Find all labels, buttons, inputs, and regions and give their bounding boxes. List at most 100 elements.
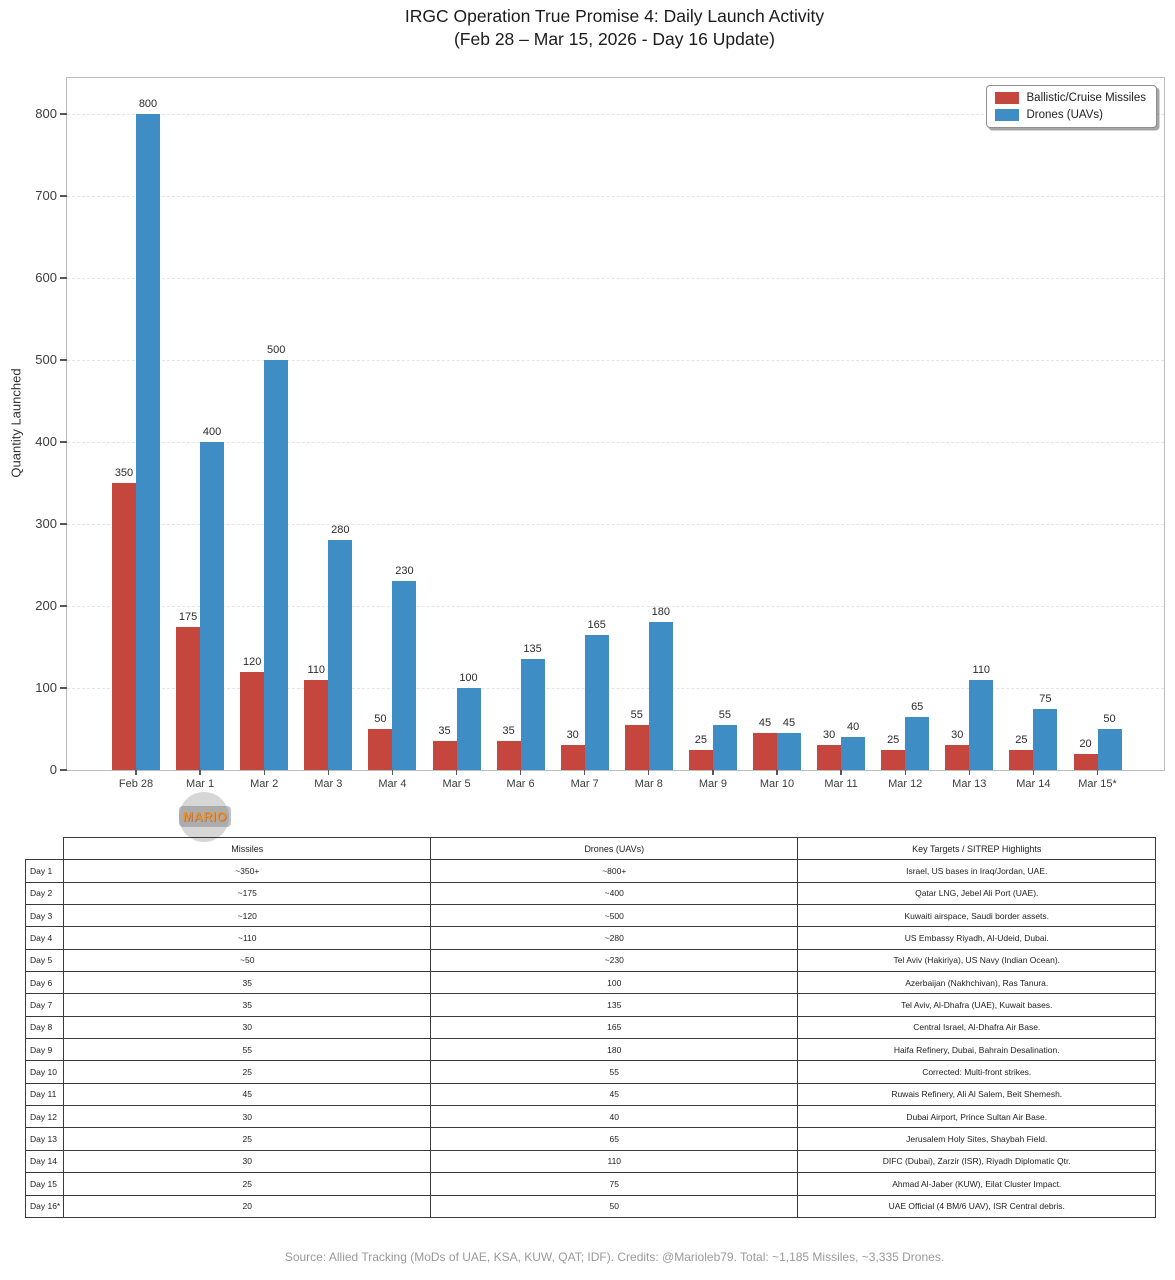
missiles-cell: 35 bbox=[63, 971, 432, 995]
source-credits-text: Source: Allied Tracking (MoDs of UAE, KS… bbox=[284, 1250, 945, 1264]
y-tick-label: 700 bbox=[35, 188, 57, 204]
drones-cell: 45 bbox=[430, 1082, 799, 1107]
bar-value-label: 25 bbox=[887, 733, 900, 746]
x-tick-label: Mar 11 bbox=[824, 778, 858, 790]
drones-cell: 110 bbox=[430, 1149, 799, 1174]
x-tick-label: Mar 2 bbox=[250, 778, 279, 790]
day-label-cell: Day 12 bbox=[24, 1105, 65, 1129]
chart-title-line1: IRGC Operation True Promise 4: Daily Lau… bbox=[404, 6, 825, 26]
bar-value-label: 25 bbox=[1015, 733, 1028, 746]
table-row: Day 12 30 40 Dubai Airport, Prince Sultan A… bbox=[24, 1105, 1157, 1129]
table-header-targets: Key Targets / SITREP Highlights bbox=[797, 836, 1157, 861]
table-row: Day 16* 20 50 UAE Official (4 BM/6 UAV), IS… bbox=[24, 1194, 1157, 1218]
targets-cell: Ahmad Al-Jaber (KUW), Eilat Cluster Impa… bbox=[797, 1172, 1157, 1196]
day-label-cell: Day 5 bbox=[24, 948, 65, 973]
x-tick-mark bbox=[263, 770, 265, 775]
x-tick-mark bbox=[455, 770, 458, 775]
x-tick-label: Mar 14 bbox=[1016, 778, 1051, 790]
x-tick-label: Mar 6 bbox=[506, 778, 535, 790]
missiles-bar-mar-4 bbox=[368, 729, 393, 770]
missiles-bar-mar-5 bbox=[432, 741, 457, 770]
drones-cell: 75 bbox=[430, 1172, 799, 1196]
table-header-row: Missiles Drones (UAVs) Key Targets / SIT… bbox=[26, 836, 1157, 861]
bar-value-label: 30 bbox=[566, 729, 579, 742]
drones-bar-mar-10 bbox=[777, 733, 801, 770]
y-tick-label: 600 bbox=[35, 270, 57, 286]
missiles-bar-feb-28 bbox=[112, 483, 136, 770]
missiles-bar-mar-15- bbox=[1073, 753, 1098, 770]
table-row: Day 4 ~110 ~280 US Embassy Riyadh, Al-Udeid… bbox=[24, 926, 1157, 950]
x-tick-label: Mar 3 bbox=[314, 778, 343, 790]
bar-value-label: 165 bbox=[587, 618, 606, 631]
table-row: Day 3 ~120 ~500 Kuwaiti airspace, Saudi bor… bbox=[24, 904, 1157, 928]
drones-cell: ~230 bbox=[430, 948, 799, 973]
missiles-cell: 30 bbox=[63, 1015, 432, 1040]
gridline bbox=[67, 688, 1164, 689]
x-tick-mark bbox=[648, 770, 650, 775]
missiles-bar-mar-10 bbox=[753, 733, 777, 770]
gridline bbox=[67, 196, 1164, 198]
drones-bar-mar-9 bbox=[712, 724, 737, 770]
y-tick-mark bbox=[60, 359, 67, 361]
x-tick-mark bbox=[968, 770, 970, 775]
x-tick-label: Mar 13 bbox=[952, 778, 987, 790]
x-tick-mark bbox=[519, 770, 522, 775]
y-tick-label: 0 bbox=[49, 762, 57, 777]
day-label-cell: Day 6 bbox=[24, 971, 65, 995]
x-tick-label: Mar 1 bbox=[186, 778, 215, 790]
sitrep-table: Missiles Drones (UAVs) Key Targets / SIT… bbox=[24, 836, 1157, 1218]
bar-value-label: 230 bbox=[395, 565, 414, 578]
drones-cell: ~800+ bbox=[430, 859, 799, 883]
x-tick-mark bbox=[904, 770, 906, 775]
missiles-bar-mar-9 bbox=[688, 749, 713, 770]
missiles-cell: 30 bbox=[63, 1149, 432, 1174]
x-tick-mark bbox=[1096, 770, 1099, 775]
missiles-swatch-icon bbox=[994, 92, 1019, 104]
bar-value-label: 20 bbox=[1079, 737, 1092, 750]
missiles-bar-mar-13 bbox=[945, 745, 970, 770]
bar-value-label: 400 bbox=[202, 426, 222, 439]
drones-bar-feb-28 bbox=[136, 114, 160, 770]
drones-bar-mar-8 bbox=[648, 622, 673, 770]
gridline bbox=[67, 606, 1164, 608]
gridline bbox=[67, 442, 1164, 444]
chart-title-line2: (Feb 28 – Mar 15, 2026 - Day 16 Update) bbox=[453, 28, 775, 49]
y-tick-mark bbox=[60, 769, 67, 771]
drones-cell: 40 bbox=[430, 1105, 799, 1129]
drones-cell: ~280 bbox=[430, 926, 799, 950]
missiles-cell: 55 bbox=[63, 1038, 432, 1062]
y-tick-mark bbox=[60, 441, 67, 443]
missiles-cell: 25 bbox=[63, 1172, 432, 1196]
missiles-cell: 20 bbox=[63, 1194, 432, 1218]
x-tick-label: Mar 10 bbox=[759, 778, 795, 790]
missiles-cell: ~120 bbox=[63, 904, 432, 928]
drones-cell: 55 bbox=[430, 1060, 799, 1084]
table-header-drones: Drones (UAVs) bbox=[430, 836, 799, 861]
targets-cell: DIFC (Dubai), Zarzir (ISR), Riyadh Diplo… bbox=[797, 1149, 1157, 1174]
targets-cell: Kuwaiti airspace, Saudi border assets. bbox=[797, 904, 1157, 928]
plot-area: 350 800 175 400 120 500 110 280 50 230 35 100 35 135 3… bbox=[35, 77, 1165, 842]
targets-cell: Israel, US bases in Iraq/Jordan, UAE. bbox=[797, 859, 1157, 883]
missiles-bar-mar-3 bbox=[304, 679, 329, 770]
table-row: Day 6 35 100 Azerbaijan (Nakhchivan), Ras T… bbox=[24, 971, 1157, 995]
table-corner-cell bbox=[26, 838, 64, 860]
x-tick-label: Mar 5 bbox=[442, 778, 471, 790]
table-row: Day 11 45 45 Ruwais Refinery, Ali Al Salem,… bbox=[24, 1082, 1157, 1107]
gridline bbox=[67, 278, 1164, 280]
drones-bar-mar-15- bbox=[1097, 729, 1122, 770]
bar-value-label: 45 bbox=[758, 717, 772, 730]
y-tick-label: 800 bbox=[35, 106, 57, 122]
legend: Ballistic/Cruise Missiles Drones (UAVs) bbox=[985, 85, 1157, 128]
missiles-bar-mar-2 bbox=[240, 671, 265, 770]
x-tick-label: Mar 8 bbox=[634, 778, 663, 790]
bar-value-label: 75 bbox=[1039, 692, 1052, 705]
x-tick-label: Feb 28 bbox=[118, 778, 154, 790]
day-label-cell: Day 13 bbox=[24, 1127, 65, 1151]
targets-cell: Tel Aviv, Al-Dhafra (UAE), Kuwait bases. bbox=[797, 993, 1157, 1017]
day-label-cell: Day 14 bbox=[24, 1149, 65, 1174]
bar-value-label: 65 bbox=[911, 700, 924, 713]
targets-cell: Ruwais Refinery, Ali Al Salem, Beit Shem… bbox=[797, 1082, 1157, 1107]
table-header-missiles: Missiles bbox=[63, 836, 432, 861]
gridline bbox=[67, 524, 1164, 526]
